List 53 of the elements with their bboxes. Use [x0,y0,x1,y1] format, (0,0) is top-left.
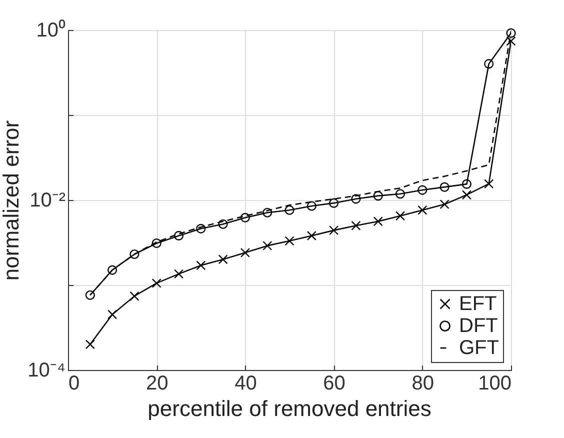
point [196,260,206,270]
point [152,238,162,248]
point [418,185,428,195]
point [440,182,450,192]
point [262,240,272,250]
point [395,189,406,199]
point [329,198,339,208]
point [440,200,450,210]
point [395,211,406,221]
point [506,36,516,46]
point [506,28,516,38]
point [218,219,228,229]
point [484,179,494,189]
point [85,340,95,350]
point [329,226,339,236]
point [462,190,472,200]
point [85,290,95,300]
point [284,236,294,246]
point [373,216,383,226]
x-tick-label: 60 [323,372,346,394]
point [152,278,162,288]
legend-label: DFT [459,315,498,337]
point [484,59,494,69]
point [462,179,472,189]
point [351,220,361,230]
point [240,248,250,258]
point [240,212,250,222]
y-tick-label: 10⁰ [36,18,66,42]
y-axis-title: normalized error [0,120,24,281]
point [108,265,118,275]
point [108,310,118,320]
point [306,230,316,240]
x-tick-label: 100 [478,372,512,394]
point [262,208,272,218]
point [351,194,361,204]
point [196,224,206,234]
point [373,191,383,201]
point [306,201,316,211]
x-tick-label: 40 [234,372,257,394]
point [418,205,428,215]
x-tick-label: 80 [412,372,434,394]
x-tick-label: 20 [146,372,168,394]
y-tick-label: 10⁻² [30,190,66,212]
legend-label: GFT [459,337,499,359]
y-tick-label: 10⁻⁴ [28,360,66,382]
point [130,291,140,301]
x-tick-label: 0 [68,372,80,394]
point [284,205,294,215]
point [218,254,228,264]
point [174,230,184,240]
point [130,249,140,260]
legend-label: EFT [459,293,497,315]
point [174,269,184,279]
